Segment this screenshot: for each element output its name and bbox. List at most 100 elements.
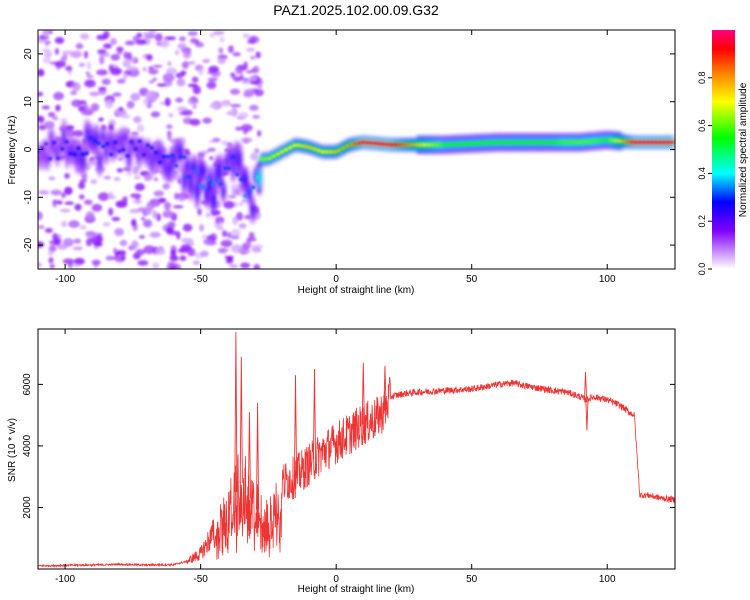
spectrogram-ridge-point: [255, 175, 260, 179]
spectrogram-ridge-point: [588, 139, 593, 143]
spectrogram-noise-blob: [178, 111, 189, 116]
spectrogram-ridge-point: [125, 154, 130, 158]
spectrogram-noise-blob: [96, 69, 108, 76]
spectrogram-x-tick-label: 0: [333, 274, 339, 285]
spectrogram-noise-blob: [64, 201, 75, 205]
spectrogram-noise-blob: [89, 91, 100, 97]
spectrogram-ridge-point: [279, 150, 284, 154]
spectrogram-ridge-point: [109, 152, 114, 157]
spectrogram-ridge-point: [145, 143, 150, 147]
spectrogram-ridge-point: [633, 140, 638, 144]
spectrogram-noise-blob: [70, 90, 78, 96]
spectrogram-band-mid: [182, 170, 187, 190]
spectrogram-ridge-point: [369, 141, 374, 145]
spectrogram-band: [38, 118, 675, 224]
spectrogram-ridge-point: [593, 139, 598, 143]
spectrogram-noise-blob: [169, 254, 179, 262]
spectrogram-noise-blob: [110, 53, 120, 61]
spectrogram-band-mid: [237, 150, 242, 171]
spectrogram-noise-blob: [47, 111, 56, 118]
spectrogram-noise-blob: [131, 131, 139, 136]
spectrogram-noise-blob: [132, 166, 139, 175]
spectrogram-noise-blob: [149, 231, 161, 238]
spectrogram-noise-blob: [251, 244, 261, 253]
spectrogram-ridge-point: [454, 142, 459, 146]
spectrogram-band-mid: [250, 202, 255, 218]
spectrogram-noise-blob: [187, 61, 196, 65]
spectrogram-noise-blob: [182, 148, 191, 153]
spectrogram-noise-blob: [231, 187, 236, 196]
spectrogram-ridge-point: [141, 153, 146, 157]
spectrogram-noise-blob: [148, 66, 154, 70]
spectrogram-ridge-point: [101, 144, 106, 149]
spectrogram-ridge-point: [414, 143, 419, 147]
spectrogram-noise-blob: [130, 208, 138, 213]
spectrogram-noise-blob: [230, 104, 242, 108]
spectrogram-noise-blob: [146, 54, 153, 61]
spectrogram-noise-blob: [249, 104, 259, 111]
spectrogram-noise-blob: [95, 232, 103, 236]
spectrogram-noise-blob: [78, 62, 86, 67]
spectrogram-noise-blob: [53, 91, 65, 101]
spectrogram-noise-blob: [74, 203, 82, 211]
spectrogram-ridge-point: [60, 147, 65, 151]
spectrogram-noise-blob: [49, 264, 55, 269]
spectrogram-noise-blob: [176, 78, 186, 87]
spectrogram-noise-blob: [215, 216, 225, 225]
spectrogram-noise-blob: [197, 208, 202, 216]
spectrogram-ridge-point: [72, 152, 77, 156]
spectrogram-ridge-point: [113, 140, 118, 144]
spectrogram-noise-blob: [222, 230, 227, 238]
spectrogram-noise-blob: [230, 244, 243, 254]
spectrogram-noise-blob: [99, 55, 105, 65]
snr-y-label: SNR (10 * v/v): [7, 418, 18, 482]
spectrogram-ridge-point: [471, 141, 476, 146]
spectrogram-x-tick-label: -50: [193, 274, 208, 285]
snr-x-tick-label: 100: [599, 574, 616, 585]
spectrogram-noise-blob: [71, 99, 83, 108]
spectrogram-ridge-point: [564, 140, 569, 144]
snr-x-tick-label: 0: [333, 574, 339, 585]
spectrogram-noise-blob: [148, 80, 155, 84]
spectrogram-noise-blob: [42, 57, 51, 63]
spectrogram-noise-blob: [175, 72, 184, 79]
spectrogram-noise-blob: [72, 82, 81, 91]
spectrogram-noise-blob: [132, 35, 139, 42]
spectrogram-ridge-point: [170, 153, 175, 158]
spectrogram-noise-blob: [252, 65, 260, 74]
spectrogram-noise-blob: [162, 73, 175, 83]
spectrogram-x-tick-label: 100: [599, 274, 616, 285]
spectrogram-noise-blob: [162, 210, 174, 218]
spectrogram-ridge-point: [133, 147, 138, 151]
spectrogram-ridge-point: [670, 140, 675, 144]
spectrogram-noise-blob: [257, 84, 263, 89]
spectrogram-noise-blob: [126, 100, 135, 109]
spectrogram-band-mid: [195, 180, 200, 201]
colorbar-label: Normalized spectral amplitude: [738, 82, 749, 217]
spectrogram-ridge-point: [605, 138, 610, 142]
spectrogram-noise-blob: [238, 223, 247, 229]
spectrogram-noise-blob: [240, 262, 251, 269]
spectrogram-noise-blob: [42, 48, 49, 52]
spectrogram-ridge-point: [251, 185, 256, 190]
colorbar-tick-label: 0.2: [697, 215, 707, 228]
spectrogram-noise-blob: [181, 61, 190, 69]
spectrogram-noise-blob: [135, 38, 147, 45]
spectrogram-ridge-point: [645, 140, 650, 144]
spectrogram-ridge-point: [617, 139, 622, 143]
spectrogram-ridge-point: [556, 140, 561, 144]
spectrogram-noise-blob: [145, 90, 157, 100]
spectrogram-noise-blob: [220, 239, 233, 248]
spectrogram-ridge-point: [129, 140, 134, 144]
spectrogram-noise-blob: [230, 72, 236, 78]
spectrogram-noise-blob: [78, 181, 86, 190]
spectrogram-ridge-point: [393, 143, 398, 147]
spectrogram-noise-blob: [120, 255, 126, 261]
spectrogram-noise-blob: [243, 214, 252, 220]
spectrogram-noise-blob: [38, 68, 45, 77]
spectrogram-ridge-point: [284, 148, 289, 152]
spectrogram-noise-blob: [152, 64, 163, 68]
spectrogram-noise-blob: [156, 83, 167, 87]
spectrogram-noise-blob: [61, 50, 74, 55]
spectrogram-ridge-point: [336, 148, 341, 153]
